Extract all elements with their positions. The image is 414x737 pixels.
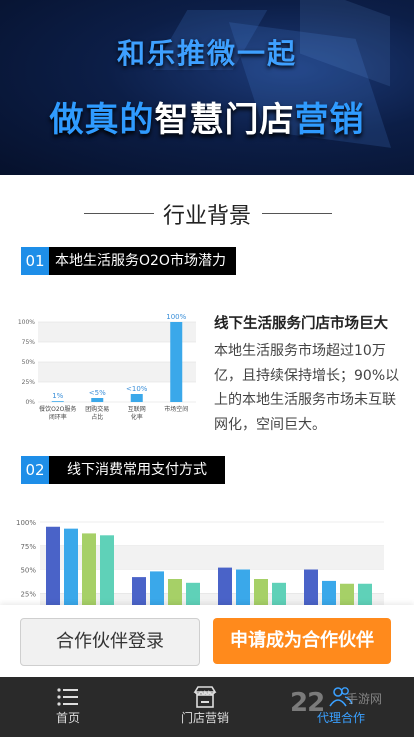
section-title: 行业背景 xyxy=(162,204,251,229)
badge-number: 02 xyxy=(21,456,49,484)
y-tick-label: 75% xyxy=(20,543,36,551)
watermark-sub: 手游网 xyxy=(346,692,383,706)
hero-banner: 和乐推微一起 做真的智慧门店营销 xyxy=(0,0,414,175)
divider xyxy=(262,213,332,214)
bottom-tab-bar: 首页 门店营销 代理合作 xyxy=(0,677,414,737)
apply-partner-button[interactable]: 申请成为合作伙伴 xyxy=(213,618,391,664)
partners-icon xyxy=(329,687,353,707)
bar xyxy=(218,567,232,612)
bar xyxy=(170,322,183,402)
y-tick-label: 50% xyxy=(22,359,36,366)
tab-home[interactable]: 首页 xyxy=(23,677,113,737)
badge-01: 01 本地生活服务O2O市场潜力 xyxy=(21,247,236,275)
badge-number: 01 xyxy=(21,247,49,275)
x-tick-label: 化率 xyxy=(131,413,143,421)
hero-headline-2-a: 做真的 xyxy=(49,100,155,140)
description-heading: 线下生活服务门店市场巨大 xyxy=(214,316,388,332)
watermark: 22 xyxy=(290,688,325,718)
bar xyxy=(322,580,336,612)
x-tick-label: 互联网 xyxy=(128,405,146,413)
description-body: 本地生活服务市场超过10万亿，且持续保持增长；90%以上的本地生活服务市场未互联… xyxy=(214,343,400,433)
bar xyxy=(100,535,114,612)
bar xyxy=(358,583,372,612)
grid-band xyxy=(38,362,196,382)
action-bar: 合作伙伴登录 申请成为合作伙伴 xyxy=(0,605,414,677)
data-label: <5% xyxy=(89,389,106,397)
payment-methods-chart: 25% 50% 75% 100% xyxy=(16,519,384,612)
tab-label: 首页 xyxy=(55,711,80,725)
bar xyxy=(186,582,200,612)
y-tick-label: 25% xyxy=(20,590,36,598)
tab-store-marketing[interactable]: 门店营销 xyxy=(160,677,250,737)
badge-label: 线下消费常用支付方式 xyxy=(49,456,225,484)
data-label: 100% xyxy=(166,313,186,321)
hero-headline-2: 做真的智慧门店营销 xyxy=(0,92,414,141)
bar xyxy=(91,398,104,402)
bar xyxy=(130,394,143,402)
bar xyxy=(168,579,182,612)
bar xyxy=(272,582,286,612)
y-tick-label: 50% xyxy=(20,567,36,575)
x-tick-label: 餐饮O2O服务 xyxy=(39,405,76,413)
bar xyxy=(64,528,78,612)
tab-agent-cooperation[interactable]: 代理合作 xyxy=(296,677,386,737)
bar xyxy=(150,571,164,612)
data-label: <10% xyxy=(126,385,148,393)
y-tick-label: 25% xyxy=(22,379,36,386)
hero-headline-2-b: 智慧门店 xyxy=(154,100,295,140)
x-tick-label: 闭环率 xyxy=(49,413,67,421)
bar xyxy=(304,569,318,612)
y-tick-label: 75% xyxy=(22,339,36,346)
bar xyxy=(236,569,250,612)
hero-headline-1: 和乐推微一起 xyxy=(116,37,297,70)
badge-02: 02 线下消费常用支付方式 xyxy=(21,456,225,484)
y-tick-label: 100% xyxy=(18,319,35,326)
section-header: 行业背景 xyxy=(0,198,414,229)
badge-label: 本地生活服务O2O市场潜力 xyxy=(49,247,236,275)
store-icon xyxy=(193,686,217,708)
market-description: 线下生活服务门店市场巨大 本地生活服务市场超过10万亿，且持续保持增长；90%以… xyxy=(214,312,400,437)
menu-icon xyxy=(57,688,78,706)
bar xyxy=(340,583,354,612)
grid-band xyxy=(40,545,384,570)
hero-headline-2-c: 营销 xyxy=(294,100,365,140)
y-tick-label: 0% xyxy=(25,399,35,406)
partner-login-button[interactable]: 合作伙伴登录 xyxy=(20,618,200,666)
y-tick-label: 100% xyxy=(16,519,36,527)
bar xyxy=(254,579,268,612)
x-tick-label: 团购交易 xyxy=(85,405,109,413)
bar xyxy=(51,401,64,402)
grid-band xyxy=(38,322,196,342)
bar xyxy=(132,577,146,612)
tab-label: 代理合作 xyxy=(316,711,365,725)
x-tick-label: 占比 xyxy=(91,413,103,421)
divider xyxy=(84,213,154,214)
tab-label: 门店营销 xyxy=(180,711,229,725)
bar xyxy=(46,526,60,612)
bar xyxy=(82,533,96,612)
x-tick-label: 市场空间 xyxy=(164,405,188,413)
data-label: 1% xyxy=(52,392,63,400)
